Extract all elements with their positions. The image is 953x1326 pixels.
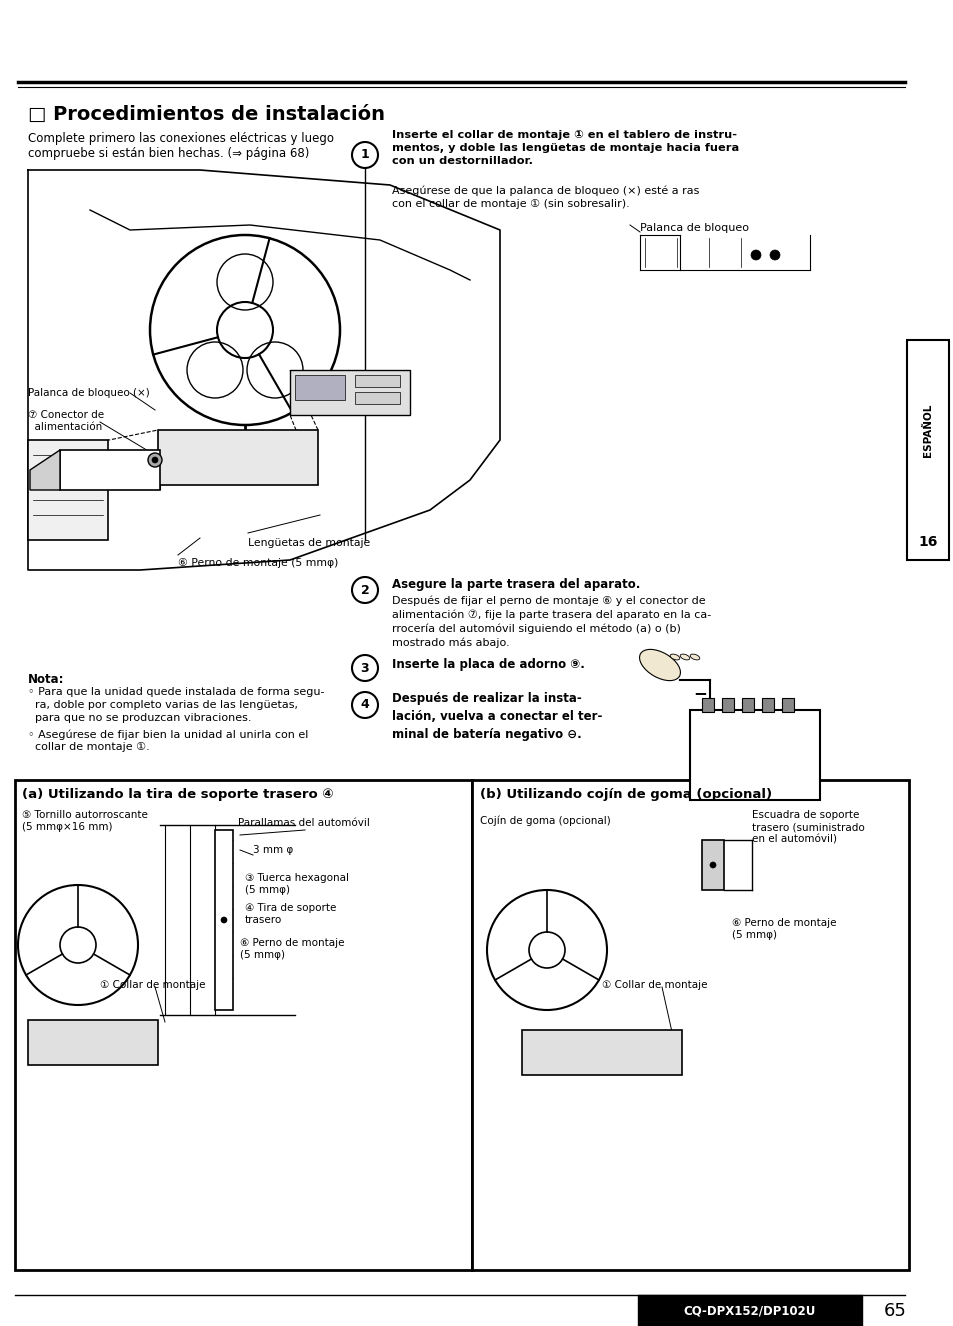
Text: 3 mm φ: 3 mm φ (253, 845, 293, 855)
Text: Palanca de bloqueo: Palanca de bloqueo (639, 223, 748, 233)
Circle shape (352, 577, 377, 603)
Text: (a) Utilizando la tira de soporte trasero ④: (a) Utilizando la tira de soporte traser… (22, 788, 334, 801)
Circle shape (750, 251, 760, 260)
Bar (689, 709, 820, 800)
Bar (28, 1020, 158, 1065)
Text: ① Collar de montaje: ① Collar de montaje (100, 980, 205, 991)
Bar (701, 697, 713, 712)
Text: Palanca de bloqueo (×): Palanca de bloqueo (×) (28, 389, 150, 398)
Text: Asegure la parte trasera del aparato.: Asegure la parte trasera del aparato. (392, 578, 639, 591)
Text: ⑥ Perno de montaje
(5 mmφ): ⑥ Perno de montaje (5 mmφ) (240, 937, 344, 960)
Circle shape (216, 914, 231, 927)
Text: ⑤ Tornillo autorroscante
(5 mmφ×16 mm): ⑤ Tornillo autorroscante (5 mmφ×16 mm) (22, 810, 148, 833)
Circle shape (352, 655, 377, 682)
Bar (60, 450, 160, 491)
Text: Inserte la placa de adorno ⑨.: Inserte la placa de adorno ⑨. (392, 658, 584, 671)
Text: ◦ Para que la unidad quede instalada de forma segu-
  ra, doble por completo var: ◦ Para que la unidad quede instalada de … (28, 687, 324, 723)
Bar (15, 780, 472, 1270)
Circle shape (148, 453, 162, 467)
Circle shape (704, 857, 720, 873)
Text: Parallamas del automóvil: Parallamas del automóvil (237, 818, 370, 827)
Text: ① Collar de montaje: ① Collar de montaje (601, 980, 707, 991)
Ellipse shape (679, 654, 689, 660)
Text: 16: 16 (918, 534, 937, 549)
Text: Complete primero las conexiones eléctricas y luego: Complete primero las conexiones eléctric… (28, 133, 334, 145)
Text: Asegúrese de que la palanca de bloqueo (×) esté a ras
con el collar de montaje ①: Asegúrese de que la palanca de bloqueo (… (392, 186, 699, 208)
Bar (214, 830, 233, 1010)
Bar (906, 339, 948, 560)
Bar (28, 440, 108, 540)
Text: Lengüetas de montaje: Lengüetas de montaje (248, 538, 370, 548)
Text: Después de fijar el perno de montaje ⑥ y el conector de
alimentación ⑦, fije la : Después de fijar el perno de montaje ⑥ y… (392, 595, 711, 648)
Bar (158, 430, 317, 485)
Text: Después de realizar la insta-
lación, vuelva a conectar el ter-
minal de batería: Después de realizar la insta- lación, vu… (392, 692, 601, 741)
Text: 1: 1 (360, 149, 369, 162)
Text: ⑥ Perno de montaje
(5 mmφ): ⑥ Perno de montaje (5 mmφ) (731, 918, 836, 940)
Text: ⑥ Perno de montaje (5 mmφ): ⑥ Perno de montaje (5 mmφ) (178, 558, 338, 568)
Text: 4: 4 (360, 699, 369, 712)
Text: (b) Utilizando cojín de goma (opcional): (b) Utilizando cojín de goma (opcional) (479, 788, 771, 801)
Text: 65: 65 (882, 1302, 905, 1319)
Text: 3: 3 (360, 662, 369, 675)
Circle shape (221, 918, 227, 923)
Bar (781, 697, 793, 712)
Text: □ Procedimientos de instalación: □ Procedimientos de instalación (28, 105, 385, 125)
Text: compruebe si están bien hechas. (⇒ página 68): compruebe si están bien hechas. (⇒ págin… (28, 147, 309, 160)
Bar (521, 1030, 681, 1075)
Bar (721, 697, 733, 712)
Bar (472, 780, 908, 1270)
Bar (701, 839, 723, 890)
Text: ④ Tira de soporte
trasero: ④ Tira de soporte trasero (245, 903, 336, 926)
Text: Escuadra de soporte
trasero (suministrado
en el automóvil): Escuadra de soporte trasero (suministrad… (751, 810, 863, 845)
Bar (355, 375, 399, 387)
Text: −: − (692, 684, 706, 701)
Bar (290, 370, 410, 415)
Text: CQ-DPX152/DP102U: CQ-DPX152/DP102U (683, 1305, 816, 1318)
Text: ③ Tuerca hexagonal
(5 mmφ): ③ Tuerca hexagonal (5 mmφ) (245, 873, 349, 895)
Text: ◦ Asegúrese de fijar bien la unidad al unirla con el
  collar de montaje ①.: ◦ Asegúrese de fijar bien la unidad al u… (28, 729, 308, 752)
Ellipse shape (690, 654, 700, 660)
Ellipse shape (639, 650, 679, 680)
Text: 2: 2 (360, 583, 369, 597)
Text: Cojín de goma (opcional): Cojín de goma (opcional) (479, 815, 610, 826)
Ellipse shape (670, 654, 679, 660)
Bar (741, 697, 753, 712)
Circle shape (152, 457, 158, 463)
Circle shape (352, 142, 377, 168)
Bar (355, 392, 399, 404)
Text: ⑦ Conector de
  alimentación: ⑦ Conector de alimentación (28, 410, 104, 432)
Bar (294, 375, 345, 400)
Circle shape (709, 862, 716, 869)
Text: Nota:: Nota: (28, 674, 65, 686)
Text: Inserte el collar de montaje ① en el tablero de instru-
mentos, y doble las leng: Inserte el collar de montaje ① en el tab… (392, 130, 739, 166)
Bar (761, 697, 773, 712)
Text: ESPAÑOL: ESPAÑOL (922, 403, 932, 456)
Circle shape (352, 692, 377, 717)
Polygon shape (30, 450, 60, 491)
Circle shape (769, 251, 780, 260)
FancyBboxPatch shape (638, 1296, 862, 1326)
